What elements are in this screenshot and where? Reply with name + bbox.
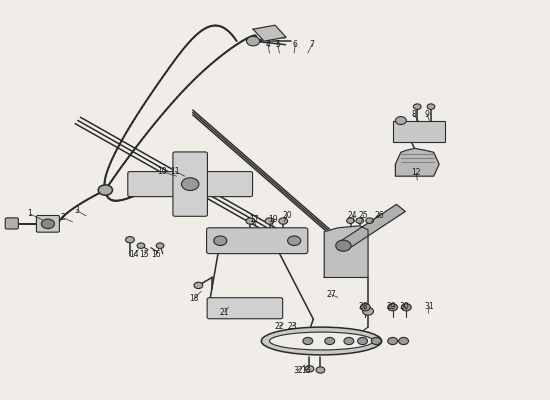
FancyBboxPatch shape bbox=[5, 218, 18, 229]
Circle shape bbox=[265, 218, 274, 224]
Circle shape bbox=[427, 104, 435, 110]
Circle shape bbox=[303, 338, 313, 344]
Circle shape bbox=[246, 218, 255, 224]
Text: 19: 19 bbox=[268, 214, 278, 224]
Text: 29: 29 bbox=[386, 302, 396, 311]
Circle shape bbox=[325, 338, 334, 344]
Text: 25: 25 bbox=[359, 210, 369, 220]
Circle shape bbox=[125, 236, 134, 243]
Circle shape bbox=[279, 218, 288, 224]
Circle shape bbox=[344, 338, 354, 344]
Polygon shape bbox=[253, 25, 286, 41]
Circle shape bbox=[137, 243, 145, 248]
Text: 3: 3 bbox=[74, 206, 79, 215]
Text: 8: 8 bbox=[411, 110, 416, 119]
Ellipse shape bbox=[261, 327, 382, 355]
FancyBboxPatch shape bbox=[207, 298, 283, 319]
Circle shape bbox=[288, 236, 301, 246]
FancyBboxPatch shape bbox=[173, 152, 207, 216]
Text: 20: 20 bbox=[282, 210, 292, 220]
Circle shape bbox=[371, 338, 381, 344]
Circle shape bbox=[414, 104, 421, 110]
Text: 26: 26 bbox=[374, 210, 384, 220]
Text: 1: 1 bbox=[28, 210, 32, 218]
FancyBboxPatch shape bbox=[393, 120, 444, 142]
Text: 13: 13 bbox=[301, 366, 311, 374]
Text: 21: 21 bbox=[220, 308, 229, 316]
Circle shape bbox=[388, 304, 398, 311]
Circle shape bbox=[98, 185, 112, 195]
Polygon shape bbox=[395, 148, 439, 176]
Text: 27: 27 bbox=[326, 290, 336, 299]
Text: 22: 22 bbox=[274, 322, 284, 331]
FancyBboxPatch shape bbox=[207, 228, 308, 254]
Text: 30: 30 bbox=[400, 302, 410, 311]
Text: 2: 2 bbox=[61, 213, 65, 222]
Text: 5: 5 bbox=[276, 40, 280, 49]
Polygon shape bbox=[324, 226, 368, 278]
Polygon shape bbox=[339, 204, 405, 249]
Circle shape bbox=[194, 282, 203, 288]
Circle shape bbox=[316, 367, 325, 373]
Circle shape bbox=[356, 218, 364, 224]
Text: 11: 11 bbox=[170, 167, 180, 176]
FancyBboxPatch shape bbox=[36, 216, 59, 232]
Text: 28: 28 bbox=[359, 302, 369, 311]
Text: 4: 4 bbox=[266, 40, 270, 49]
Text: 15: 15 bbox=[139, 250, 149, 259]
Circle shape bbox=[362, 307, 373, 315]
Circle shape bbox=[182, 178, 199, 190]
Circle shape bbox=[366, 218, 373, 224]
Circle shape bbox=[399, 338, 409, 344]
Circle shape bbox=[360, 304, 370, 311]
Circle shape bbox=[336, 240, 351, 251]
Ellipse shape bbox=[270, 332, 373, 350]
Text: 9: 9 bbox=[425, 110, 430, 119]
Circle shape bbox=[41, 219, 54, 229]
Text: 10: 10 bbox=[157, 167, 167, 176]
Circle shape bbox=[388, 338, 398, 344]
Circle shape bbox=[305, 366, 314, 372]
Text: 14: 14 bbox=[129, 250, 139, 259]
FancyBboxPatch shape bbox=[128, 172, 252, 197]
Circle shape bbox=[402, 304, 411, 311]
Text: 24: 24 bbox=[348, 210, 358, 220]
Text: 32: 32 bbox=[293, 366, 303, 374]
Circle shape bbox=[156, 243, 164, 248]
Text: 18: 18 bbox=[189, 294, 199, 303]
Text: 31: 31 bbox=[425, 302, 434, 311]
Circle shape bbox=[346, 218, 354, 224]
Circle shape bbox=[214, 236, 227, 246]
Circle shape bbox=[395, 116, 406, 124]
Text: 16: 16 bbox=[151, 250, 161, 259]
Text: 17: 17 bbox=[249, 214, 259, 224]
Circle shape bbox=[246, 36, 260, 46]
Text: 6: 6 bbox=[293, 40, 298, 49]
Text: 23: 23 bbox=[288, 322, 298, 331]
Text: 7: 7 bbox=[310, 40, 315, 49]
Circle shape bbox=[358, 338, 367, 344]
Text: 12: 12 bbox=[411, 168, 421, 178]
